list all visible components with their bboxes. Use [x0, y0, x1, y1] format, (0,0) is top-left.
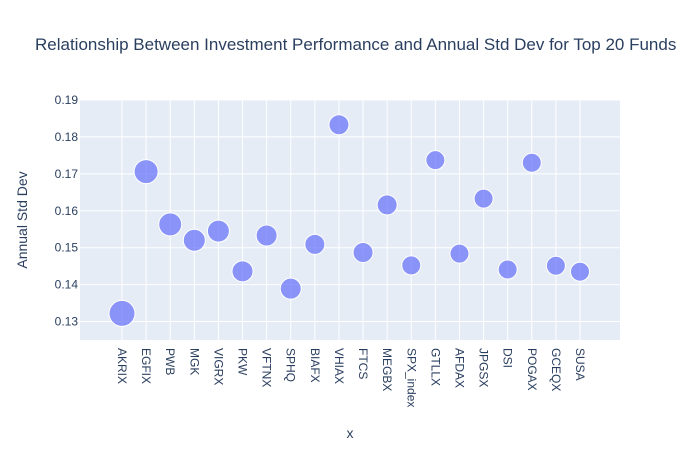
y-tick-label: 0.14 — [55, 278, 79, 292]
data-point — [158, 212, 183, 237]
y-tick-label: 0.16 — [55, 204, 79, 218]
data-point — [545, 255, 566, 276]
x-axis-title: x — [347, 425, 354, 441]
x-tick-label: PKW — [236, 348, 250, 376]
data-point — [473, 188, 494, 209]
x-tick-label: JPGSX — [477, 348, 491, 387]
x-tick-label: FTCS — [356, 348, 370, 379]
data-point — [328, 114, 350, 136]
data-point — [231, 260, 254, 283]
x-tick-label: SPX_index — [404, 348, 418, 407]
data-point — [521, 152, 542, 173]
data-point — [279, 277, 302, 300]
data-point — [304, 233, 326, 255]
x-tick-label: BIAFX — [308, 348, 322, 383]
x-tick-label: SPHQ — [284, 348, 298, 382]
y-tick-label: 0.15 — [55, 241, 79, 255]
y-axis-title: Annual Std Dev — [14, 171, 30, 268]
data-point — [570, 261, 590, 282]
x-tick-label: MGK — [187, 348, 201, 375]
data-point — [497, 259, 518, 280]
data-point — [425, 150, 446, 171]
y-tick-label: 0.13 — [55, 315, 79, 329]
x-tick-label: SUSA — [573, 348, 587, 381]
x-tick-label: MEGBX — [380, 348, 394, 391]
x-tick-label: DSI — [501, 348, 515, 368]
x-tick-label: GCEQX — [549, 348, 563, 391]
x-tick-label: POGAX — [525, 348, 539, 391]
data-point — [255, 224, 278, 247]
x-tick-label: VFTNX — [260, 348, 274, 387]
y-tick-labels: 0.13 0.14 0.15 0.16 0.17 0.18 0.19 — [55, 93, 79, 329]
data-point — [133, 159, 159, 185]
data-point — [376, 194, 398, 216]
y-tick-label: 0.19 — [55, 93, 79, 107]
x-tick-label: PWB — [163, 348, 177, 375]
x-tick-labels: AKRIX EGFIX PWB MGK VIGRX PKW VFTNX SPHQ BIAFX VH… — [115, 348, 587, 407]
data-point — [206, 219, 230, 243]
x-tick-label: GTLLX — [428, 348, 442, 386]
data-point — [182, 228, 206, 252]
data-point — [449, 243, 470, 264]
data-points — [108, 114, 590, 327]
chart-title: Relationship Between Investment Performa… — [35, 35, 676, 54]
y-tick-label: 0.17 — [55, 167, 79, 181]
x-tick-label: AKRIX — [115, 348, 129, 384]
data-point — [401, 255, 422, 276]
x-tick-label: VHIAX — [332, 348, 346, 384]
x-tick-label: AFDAX — [452, 348, 466, 388]
x-tick-label: EGFIX — [139, 348, 153, 384]
y-tick-label: 0.18 — [55, 130, 79, 144]
data-point — [108, 299, 136, 327]
x-tick-label: VIGRX — [211, 348, 225, 385]
data-point — [352, 241, 374, 263]
